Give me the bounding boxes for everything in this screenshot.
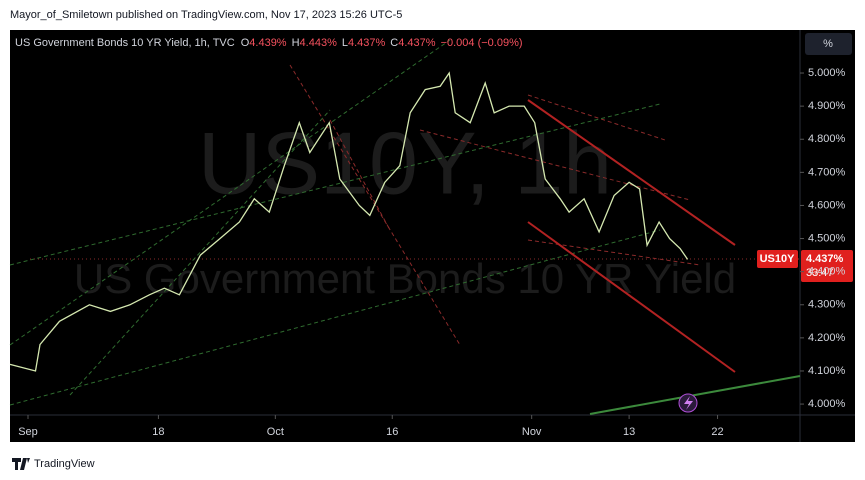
trendline (9, 229, 661, 406)
ohlc-value: 4.437% (348, 37, 386, 49)
y-tick-label: 4.100% (808, 365, 846, 377)
watermark: US Government Bonds 10 YR Yield (74, 255, 736, 302)
scale-button-label: % (823, 38, 833, 50)
ohlc-label: L (342, 37, 348, 49)
channel-line (527, 221, 736, 373)
change: −0.004 (−0.09%) (441, 37, 523, 49)
trendline (419, 129, 691, 201)
trendline (69, 109, 331, 396)
y-tick-label: 4.600% (808, 199, 846, 211)
ohlc-value: 4.443% (300, 37, 338, 49)
price-tag-countdown: 33:47 (806, 267, 834, 279)
x-tick-label: 18 (152, 426, 164, 438)
symbol-tag-label: US10Y (760, 253, 796, 265)
ohlc-value: 4.437% (398, 37, 436, 49)
symbol-tag (757, 250, 798, 268)
scale-button[interactable] (805, 33, 852, 55)
y-tick-label: 4.900% (808, 100, 846, 112)
header: Mayor_of_Smiletown published on TradingV… (10, 9, 402, 21)
logo (12, 458, 30, 470)
y-tick-label: 4.300% (808, 299, 846, 311)
legend-title: US Government Bonds 10 YR Yield, 1h, TVC (15, 37, 235, 49)
footer: TradingView (34, 458, 95, 470)
trendline (527, 239, 701, 266)
y-tick-label: 4.000% (808, 398, 846, 410)
ohlc-label: O (241, 37, 250, 49)
x-tick-label: 16 (386, 426, 398, 438)
ohlc: O 4.439% H 4.443% L 4.437% C 4.437% −0.004 (−0.0… (241, 37, 523, 49)
y-tick-label: 4.400% (808, 266, 846, 278)
ohlc-label: H (292, 37, 300, 49)
x-tick-label: 22 (711, 426, 723, 438)
x-tick-label: Sep (18, 426, 38, 438)
ohlc-value: 4.439% (249, 37, 287, 49)
trendline (589, 375, 801, 415)
ohlc-label: C (390, 37, 398, 49)
x-tick-label: Oct (267, 426, 284, 438)
y-tick-label: 4.800% (808, 133, 846, 145)
channel-line (527, 99, 736, 246)
trendline (527, 94, 666, 141)
chart-bg (10, 30, 855, 442)
watermark: US10Y, 1h (198, 113, 612, 212)
trendline (9, 39, 451, 346)
price-tag-last: 4.437% (806, 253, 844, 265)
x-tick-label: 13 (623, 426, 635, 438)
y-tick-label: 4.500% (808, 232, 846, 244)
x-tick-label: Nov (522, 426, 542, 438)
y-tick-label: 5.000% (808, 67, 846, 79)
price-tag (801, 250, 853, 282)
price-line (9, 71, 689, 372)
event-icon-bolt (684, 396, 693, 410)
y-tick-label: 4.700% (808, 166, 846, 178)
y-tick-label: 4.200% (808, 332, 846, 344)
